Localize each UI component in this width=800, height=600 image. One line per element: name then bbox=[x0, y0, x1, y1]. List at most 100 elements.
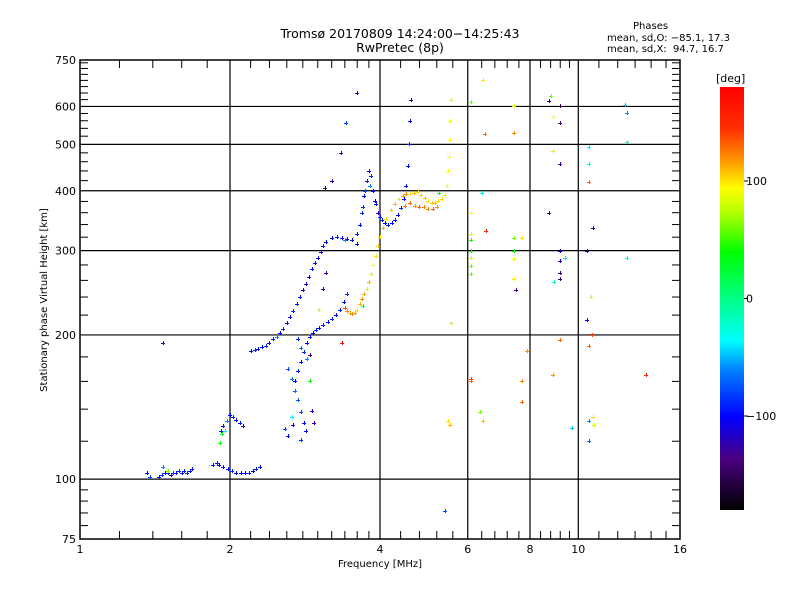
data-point bbox=[423, 196, 427, 200]
data-point bbox=[308, 379, 312, 383]
data-point bbox=[426, 207, 430, 211]
x-tick-label: 8 bbox=[527, 543, 534, 556]
data-point bbox=[625, 111, 629, 115]
data-point bbox=[446, 169, 450, 173]
data-point bbox=[587, 344, 591, 348]
data-point bbox=[558, 121, 562, 125]
data-point bbox=[416, 190, 420, 194]
y-tick-label: 500 bbox=[55, 138, 76, 151]
colorbar-ticks: 100 0 −100 bbox=[744, 175, 776, 423]
data-point bbox=[371, 263, 375, 267]
data-point bbox=[448, 119, 452, 123]
data-point bbox=[481, 78, 485, 82]
data-point bbox=[551, 115, 555, 119]
data-point bbox=[436, 199, 440, 203]
data-point bbox=[412, 191, 416, 195]
data-point bbox=[431, 207, 435, 211]
data-point bbox=[281, 327, 285, 331]
data-point bbox=[469, 232, 473, 236]
data-point bbox=[308, 335, 312, 339]
y-tick-label: 75 bbox=[62, 533, 76, 546]
data-point bbox=[449, 98, 453, 102]
data-point bbox=[587, 439, 591, 443]
data-point bbox=[260, 345, 264, 349]
data-point bbox=[426, 199, 430, 203]
data-point bbox=[231, 415, 235, 419]
data-point bbox=[380, 218, 384, 222]
data-point bbox=[343, 306, 347, 310]
data-point bbox=[290, 415, 294, 419]
data-point bbox=[166, 469, 170, 473]
y-tick-label: 750 bbox=[55, 54, 76, 67]
data-point bbox=[376, 211, 380, 215]
data-point bbox=[558, 271, 562, 275]
data-point bbox=[225, 419, 229, 423]
data-point bbox=[469, 272, 473, 276]
data-point bbox=[481, 419, 485, 423]
data-point bbox=[223, 429, 227, 433]
data-point bbox=[547, 211, 551, 215]
data-point bbox=[443, 193, 447, 197]
data-point bbox=[228, 413, 232, 417]
data-point bbox=[389, 208, 393, 212]
data-point bbox=[182, 469, 186, 473]
data-point bbox=[480, 191, 484, 195]
data-point bbox=[585, 318, 589, 322]
data-point bbox=[339, 151, 343, 155]
data-point bbox=[512, 104, 516, 108]
data-point bbox=[283, 427, 287, 431]
data-point bbox=[520, 400, 524, 404]
data-point bbox=[330, 179, 334, 183]
data-point bbox=[211, 463, 215, 467]
data-point bbox=[365, 179, 369, 183]
data-point bbox=[404, 184, 408, 188]
data-point bbox=[317, 326, 321, 330]
x-tick-label: 16 bbox=[673, 543, 687, 556]
data-point bbox=[520, 379, 524, 383]
y-tick-label: 200 bbox=[55, 329, 76, 342]
data-point bbox=[190, 467, 194, 471]
data-point bbox=[373, 199, 377, 203]
data-point bbox=[402, 197, 406, 201]
data-point bbox=[220, 432, 224, 436]
data-point bbox=[625, 140, 629, 144]
data-point bbox=[355, 242, 359, 246]
data-point bbox=[374, 202, 378, 206]
data-point bbox=[362, 194, 366, 198]
data-point bbox=[238, 421, 242, 425]
data-point bbox=[449, 321, 453, 325]
data-point bbox=[340, 236, 344, 240]
data-point bbox=[319, 250, 323, 254]
data-point bbox=[278, 331, 282, 335]
data-point bbox=[330, 236, 334, 240]
y-tick-label: 300 bbox=[55, 245, 76, 258]
data-point bbox=[408, 192, 412, 196]
x-tick-label: 4 bbox=[377, 543, 384, 556]
data-point bbox=[226, 467, 230, 471]
data-point bbox=[558, 259, 562, 263]
data-point bbox=[317, 308, 321, 312]
data-point bbox=[403, 204, 407, 208]
data-point bbox=[335, 235, 339, 239]
data-point bbox=[218, 441, 222, 445]
data-point bbox=[549, 94, 553, 98]
data-point bbox=[291, 423, 295, 427]
data-point bbox=[239, 471, 243, 475]
data-point bbox=[324, 271, 328, 275]
data-point bbox=[148, 475, 152, 479]
data-point bbox=[355, 232, 359, 236]
colorbar-tick-label: 0 bbox=[746, 293, 753, 306]
data-point bbox=[443, 509, 447, 513]
data-point bbox=[551, 149, 555, 153]
data-point bbox=[249, 349, 253, 353]
x-tick-label: 2 bbox=[227, 543, 234, 556]
data-point bbox=[623, 103, 627, 107]
data-point bbox=[404, 192, 408, 196]
data-point bbox=[307, 275, 311, 279]
data-point bbox=[311, 331, 315, 335]
data-point bbox=[360, 297, 364, 301]
data-point bbox=[408, 201, 412, 205]
data-point bbox=[330, 317, 334, 321]
data-point bbox=[293, 389, 297, 393]
